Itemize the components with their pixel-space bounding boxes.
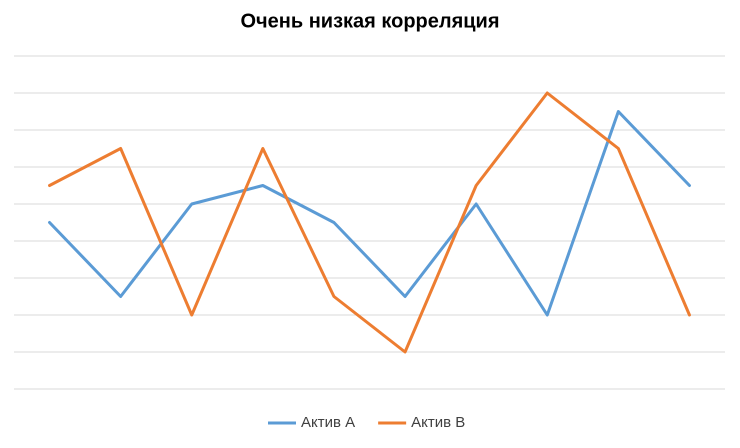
legend-label: Актив В — [411, 414, 465, 431]
legend-label: Актив А — [301, 414, 355, 431]
series-line — [48, 91, 691, 354]
chart-title: Очень низкая корреляция — [240, 10, 499, 32]
series-line — [48, 110, 691, 317]
